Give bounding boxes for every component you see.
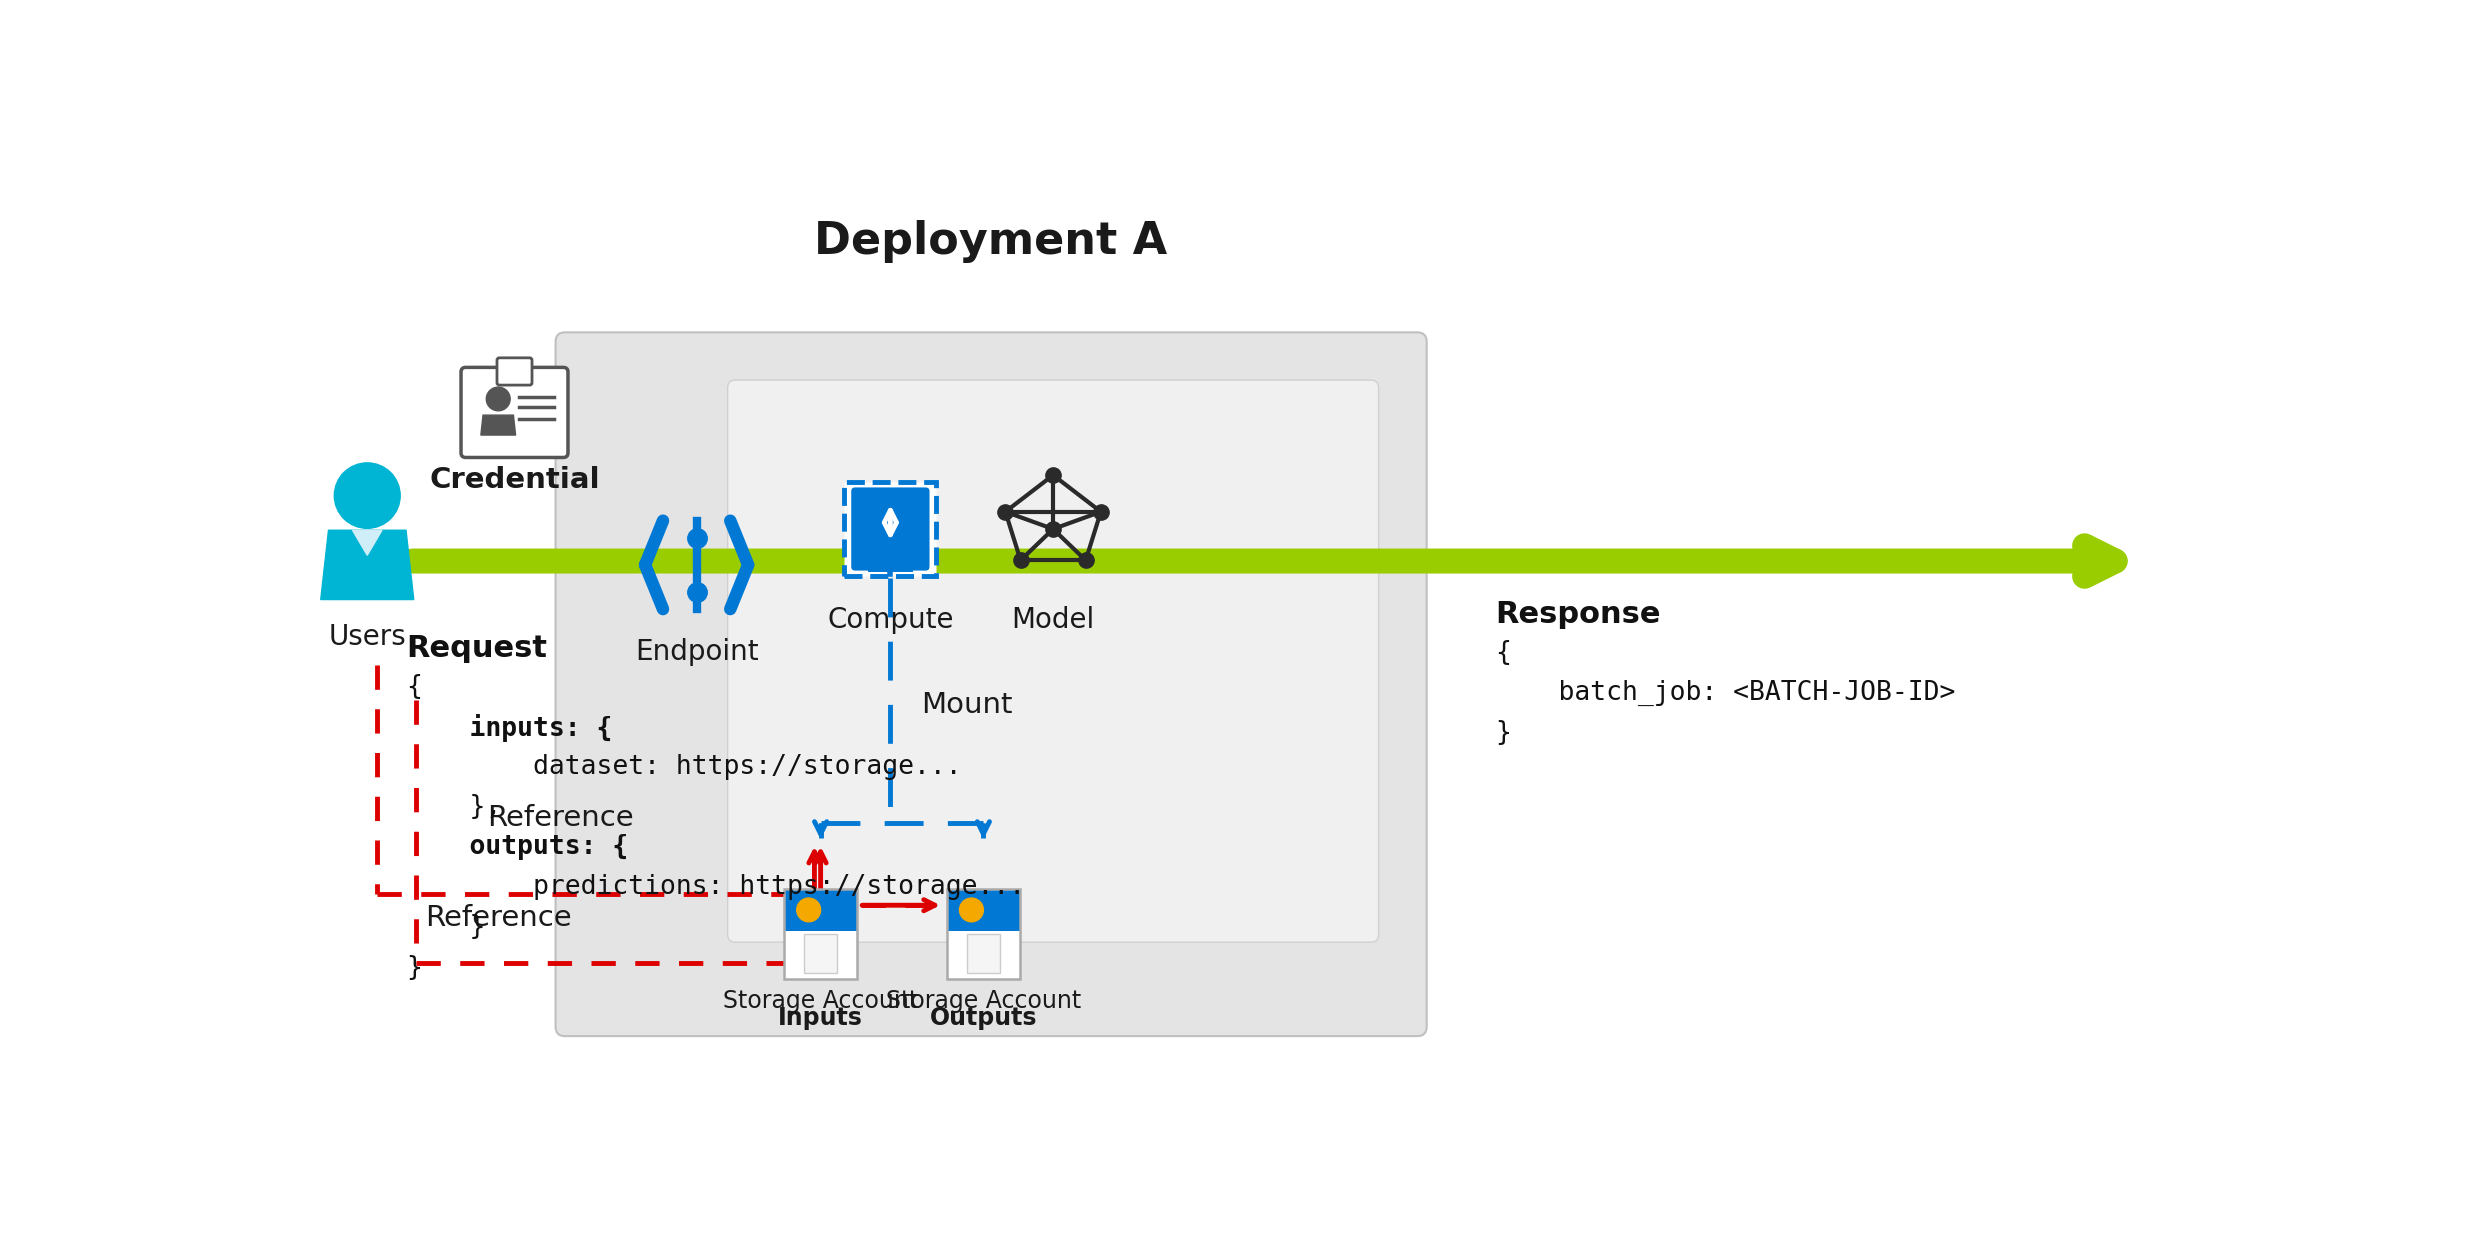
Text: Users: Users [329,623,406,650]
Bar [947,889,1019,979]
FancyBboxPatch shape [460,367,569,457]
Text: }: } [406,954,423,980]
Text: Inputs: Inputs [779,1006,863,1031]
Text: predictions: https://storage...: predictions: https://storage... [406,874,1026,901]
Text: Reference: Reference [487,805,633,832]
Text: Storage Account: Storage Account [722,989,917,1012]
Text: Response: Response [1494,599,1659,629]
Bar [947,889,1019,931]
Text: }: } [1494,719,1511,745]
Text: Reference: Reference [425,905,571,932]
Text: dataset: https://storage...: dataset: https://storage... [406,754,962,780]
Text: }: } [406,915,485,941]
Circle shape [334,462,401,528]
Polygon shape [321,530,413,599]
FancyBboxPatch shape [556,332,1427,1036]
Circle shape [796,899,821,922]
Bar [967,934,999,973]
FancyBboxPatch shape [497,358,532,386]
Text: {: { [406,674,423,701]
Text: Outputs: Outputs [930,1006,1036,1031]
Bar [947,931,1019,979]
Text: outputs: {: outputs: { [406,834,628,860]
Circle shape [487,387,509,410]
FancyBboxPatch shape [843,482,937,576]
Text: Credential: Credential [430,466,601,494]
Text: batch_job: <BATCH-JOB-ID>: batch_job: <BATCH-JOB-ID> [1494,680,1956,706]
Text: Request: Request [406,634,547,664]
Text: inputs: {: inputs: { [406,714,613,743]
Polygon shape [354,530,381,555]
Bar [784,889,856,979]
Bar [804,934,836,973]
Text: Deployment A: Deployment A [814,220,1167,263]
Text: },: }, [406,795,502,821]
Circle shape [960,899,984,922]
Polygon shape [480,415,514,435]
Text: Mount: Mount [922,691,1014,719]
Bar [784,889,856,931]
Text: Compute: Compute [826,606,955,634]
Text: {: { [1494,639,1511,665]
Text: Model: Model [1011,606,1096,634]
Text: Endpoint: Endpoint [636,638,759,666]
Text: Storage Account: Storage Account [885,989,1081,1012]
FancyBboxPatch shape [851,487,930,571]
Bar [784,931,856,979]
FancyBboxPatch shape [727,381,1377,942]
